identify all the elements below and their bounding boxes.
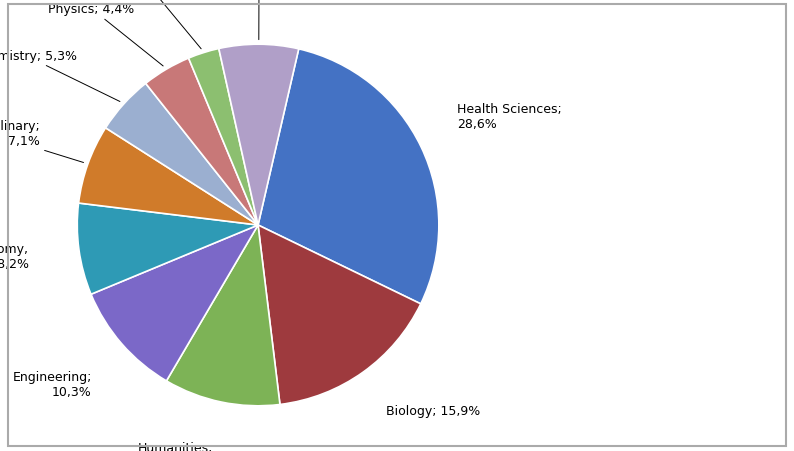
- Text: Interdisciplinary;
7,1%: Interdisciplinary; 7,1%: [0, 120, 83, 163]
- Wedge shape: [106, 84, 258, 226]
- Text: Other; 7,1%: Other; 7,1%: [222, 0, 297, 41]
- Wedge shape: [167, 226, 280, 406]
- Text: Chemistry; 5,3%: Chemistry; 5,3%: [0, 50, 120, 102]
- Wedge shape: [188, 50, 258, 226]
- Text: Humanities,
Social Sc.; 10,4%: Humanities, Social Sc.; 10,4%: [105, 441, 213, 451]
- Wedge shape: [91, 226, 258, 381]
- Wedge shape: [145, 59, 258, 226]
- Text: Biology; 15,9%: Biology; 15,9%: [387, 405, 480, 418]
- Wedge shape: [258, 50, 439, 304]
- Text: Health Sciences;
28,6%: Health Sciences; 28,6%: [457, 102, 562, 130]
- Wedge shape: [258, 226, 421, 405]
- Text: Physics; 4,4%: Physics; 4,4%: [48, 3, 163, 67]
- Wedge shape: [79, 129, 258, 226]
- Text: Engineering;
10,3%: Engineering; 10,3%: [12, 370, 91, 398]
- Wedge shape: [219, 45, 299, 226]
- Wedge shape: [77, 203, 258, 295]
- Text: Agronomy,
Veter.; 8,2%: Agronomy, Veter.; 8,2%: [0, 243, 29, 271]
- Text: Geosciences;
2,8%: Geosciences; 2,8%: [101, 0, 201, 50]
